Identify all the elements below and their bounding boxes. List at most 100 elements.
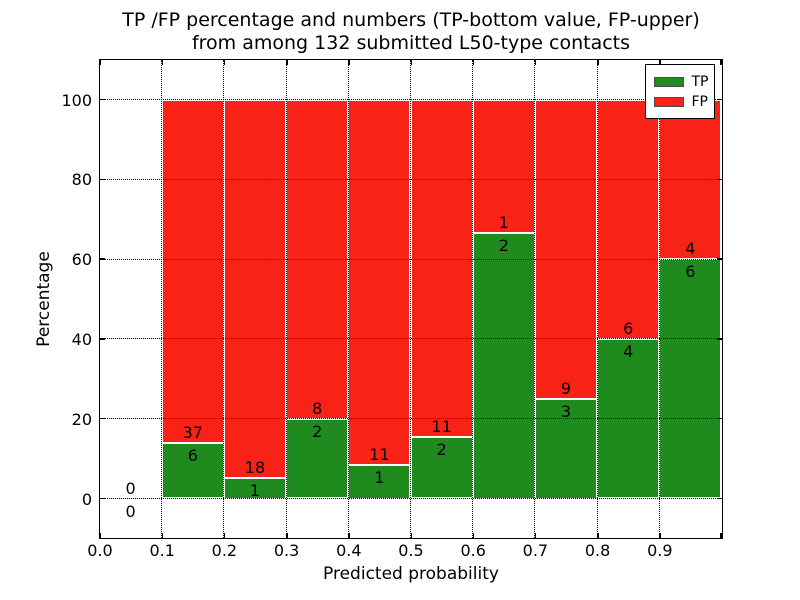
x-tick-label: 0.5 xyxy=(398,541,424,560)
chart-title-line1: TP /FP percentage and numbers (TP-bottom… xyxy=(122,9,700,31)
x-tick-mark xyxy=(472,532,475,538)
tp-count-label: 1 xyxy=(374,468,385,488)
x-tick-mark xyxy=(472,59,475,65)
x-tick-mark xyxy=(286,532,288,538)
y-tick-mark xyxy=(99,98,105,101)
horizontal-gridline xyxy=(99,338,722,340)
vertical-gridline xyxy=(223,59,225,538)
tp-count-label: 6 xyxy=(685,262,696,282)
bar-tp-segment xyxy=(472,232,535,499)
horizontal-gridline xyxy=(99,258,722,260)
fp-count-label: 8 xyxy=(312,398,323,418)
x-tick-label: 0.4 xyxy=(336,541,362,560)
y-tick-mark xyxy=(99,178,105,181)
bar-tp-segment xyxy=(534,398,598,499)
x-tick-mark xyxy=(161,59,164,65)
x-axis-label: Predicted probability xyxy=(323,564,499,584)
x-tick-label: 0.6 xyxy=(460,541,486,560)
y-tick-mark xyxy=(716,417,722,420)
x-tick-mark xyxy=(720,59,722,65)
x-tick-label: 0.0 xyxy=(87,541,113,560)
bar-fp-segment xyxy=(534,99,598,399)
bar-tp-segment xyxy=(161,442,224,499)
legend-swatch-fp xyxy=(653,96,684,107)
x-tick-mark xyxy=(99,532,101,538)
vertical-gridline xyxy=(596,59,598,538)
y-tick-mark xyxy=(99,338,105,340)
tp-count-label: 3 xyxy=(560,401,572,421)
vertical-gridline xyxy=(472,59,474,538)
y-axis-label: Percentage xyxy=(34,251,54,347)
legend: TP FP xyxy=(644,63,715,119)
legend-item-label: FP xyxy=(691,93,709,110)
legend-item-label: TP xyxy=(691,73,709,90)
tp-count-label: 1 xyxy=(249,480,261,500)
y-tick-label: 60 xyxy=(71,250,92,270)
x-tick-mark xyxy=(534,532,537,538)
tp-count-label: 4 xyxy=(623,341,634,361)
vertical-gridline xyxy=(347,59,349,538)
x-tick-mark xyxy=(720,532,722,538)
y-tick-mark xyxy=(99,417,105,420)
bar-fp-segment xyxy=(223,99,287,478)
x-tick-mark xyxy=(410,59,412,65)
y-tick-mark xyxy=(716,98,722,101)
x-tick-mark xyxy=(659,59,661,65)
fp-count-label: 0 xyxy=(125,478,136,498)
legend-swatch-tp xyxy=(653,76,684,87)
fp-count-label: 1 xyxy=(498,212,509,232)
y-tick-mark xyxy=(99,497,105,500)
x-tick-mark xyxy=(223,59,226,65)
y-tick-label: 80 xyxy=(71,170,92,190)
x-tick-mark xyxy=(99,59,101,65)
y-tick-mark xyxy=(716,178,722,181)
x-tick-label: 0.2 xyxy=(211,541,238,560)
fp-count-label: 11 xyxy=(431,417,452,437)
y-tick-label: 0 xyxy=(81,489,92,509)
vertical-gridline xyxy=(534,59,536,538)
horizontal-gridline xyxy=(99,498,722,499)
vertical-gridline xyxy=(410,59,411,538)
horizontal-gridline xyxy=(99,418,722,420)
x-tick-mark xyxy=(348,59,350,65)
y-tick-label: 20 xyxy=(71,409,92,429)
bar-fp-segment xyxy=(410,99,473,438)
x-tick-label: 0.3 xyxy=(273,541,300,560)
x-tick-mark xyxy=(597,532,599,538)
tp-count-label: 2 xyxy=(498,235,509,255)
fp-count-label: 9 xyxy=(560,378,572,398)
fp-count-label: 18 xyxy=(244,457,266,477)
chart-title: TP /FP percentage and numbers (TP-bottom… xyxy=(11,9,800,54)
x-tick-mark xyxy=(597,59,599,65)
horizontal-gridline xyxy=(99,99,722,100)
fp-count-label: 11 xyxy=(369,445,390,465)
tp-count-label: 2 xyxy=(436,440,447,460)
chart-title-line2: from among 132 submitted L50-type contac… xyxy=(191,31,631,54)
x-tick-mark xyxy=(659,532,661,538)
fp-count-label: 4 xyxy=(685,239,696,259)
bar-tp-segment xyxy=(286,418,349,499)
x-tick-mark xyxy=(534,59,537,65)
y-tick-mark xyxy=(716,258,722,260)
tp-count-label: 2 xyxy=(312,421,323,441)
x-tick-label: 0.1 xyxy=(149,541,175,560)
x-tick-mark xyxy=(161,532,164,538)
bar-fp-segment xyxy=(348,99,411,466)
fp-count-label: 6 xyxy=(623,318,634,338)
bar-tp-segment xyxy=(410,437,473,499)
vertical-gridline xyxy=(658,59,660,538)
x-tick-label: 0.9 xyxy=(647,541,673,560)
x-tick-mark xyxy=(223,532,226,538)
bar-tp-segment xyxy=(659,259,722,499)
legend-item: FP xyxy=(653,92,709,112)
tp-count-label: 6 xyxy=(187,445,198,465)
bar-tp-segment xyxy=(348,465,411,499)
x-tick-mark xyxy=(286,59,288,65)
y-tick-mark xyxy=(716,338,722,340)
fp-count-label: 37 xyxy=(182,422,203,442)
x-tick-label: 0.8 xyxy=(584,541,611,560)
y-tick-label: 40 xyxy=(71,329,92,349)
tp-count-label: 0 xyxy=(125,501,136,521)
y-tick-mark xyxy=(716,497,722,500)
